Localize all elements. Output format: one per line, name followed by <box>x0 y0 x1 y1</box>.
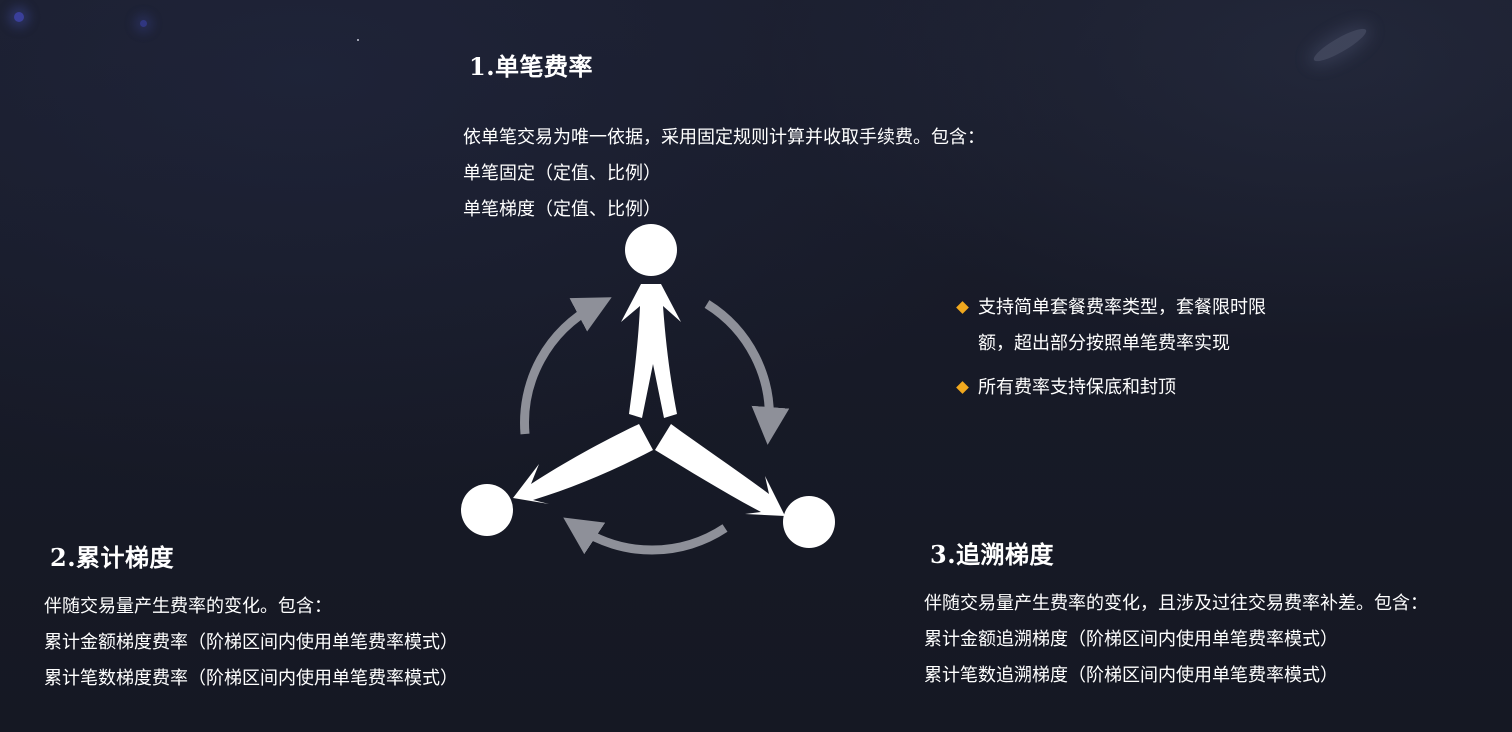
circular-arrow-icon <box>563 517 728 555</box>
background-star <box>140 20 147 27</box>
background-galaxy <box>1310 23 1370 67</box>
single-fee-item: 单笔梯度（定值、比例） <box>463 199 661 220</box>
person-body-icon <box>655 424 785 516</box>
cumulative-tier-item: 累计笔数梯度费率（阶梯区间内使用单笔费率模式） <box>44 668 458 689</box>
single-fee-item: 单笔固定（定值、比例） <box>463 163 661 184</box>
retroactive-tier-item: 累计金额追溯梯度（阶梯区间内使用单笔费率模式） <box>924 629 1338 650</box>
background-star <box>357 39 359 41</box>
background-star <box>14 12 24 22</box>
three-person-cycle-icon <box>461 224 835 555</box>
feature-text: 支持简单套餐费率类型，套餐限时限 <box>978 297 1266 318</box>
person-body-icon <box>621 284 681 418</box>
retroactive-tier-item: 累计笔数追溯梯度（阶梯区间内使用单笔费率模式） <box>924 665 1338 686</box>
person-head-icon <box>461 484 513 536</box>
retroactive-tier-title: 3.追溯梯度 <box>930 540 1055 569</box>
person-body-icon <box>513 424 653 504</box>
circular-arrow-icon <box>704 300 790 445</box>
person-head-icon <box>783 496 835 548</box>
single-fee-description: 依单笔交易为唯一依据，采用固定规则计算并收取手续费。包含： <box>463 127 985 148</box>
person-head-icon <box>625 224 677 276</box>
feature-text: 额，超出部分按照单笔费率实现 <box>978 333 1230 354</box>
retroactive-tier-section: 3.追溯梯度 伴随交易量产生费率的变化，且涉及过往交易费率补差。包含： 累计金额… <box>924 540 1428 694</box>
circular-arrow-icon <box>520 297 612 435</box>
single-fee-title: 1.单笔费率 <box>469 52 594 81</box>
single-fee-section: 1.单笔费率 依单笔交易为唯一依据，采用固定规则计算并收取手续费。包含： 单笔固… <box>463 52 985 228</box>
diamond-bullet-icon <box>956 381 969 394</box>
cumulative-tier-item: 累计金额梯度费率（阶梯区间内使用单笔费率模式） <box>44 632 458 653</box>
diamond-bullet-icon <box>956 301 969 314</box>
feature-item: 支持简单套餐费率类型，套餐限时限 额，超出部分按照单笔费率实现 <box>956 291 1266 361</box>
feature-item: 所有费率支持保底和封顶 <box>956 371 1266 405</box>
cumulative-tier-description: 伴随交易量产生费率的变化。包含： <box>44 596 332 617</box>
feature-text: 所有费率支持保底和封顶 <box>978 377 1176 398</box>
retroactive-tier-description: 伴随交易量产生费率的变化，且涉及过往交易费率补差。包含： <box>924 593 1428 614</box>
feature-list: 支持简单套餐费率类型，套餐限时限 额，超出部分按照单笔费率实现 所有费率支持保底… <box>956 291 1266 405</box>
cumulative-tier-title: 2.累计梯度 <box>50 543 175 572</box>
cumulative-tier-section: 2.累计梯度 伴随交易量产生费率的变化。包含： 累计金额梯度费率（阶梯区间内使用… <box>44 543 458 697</box>
